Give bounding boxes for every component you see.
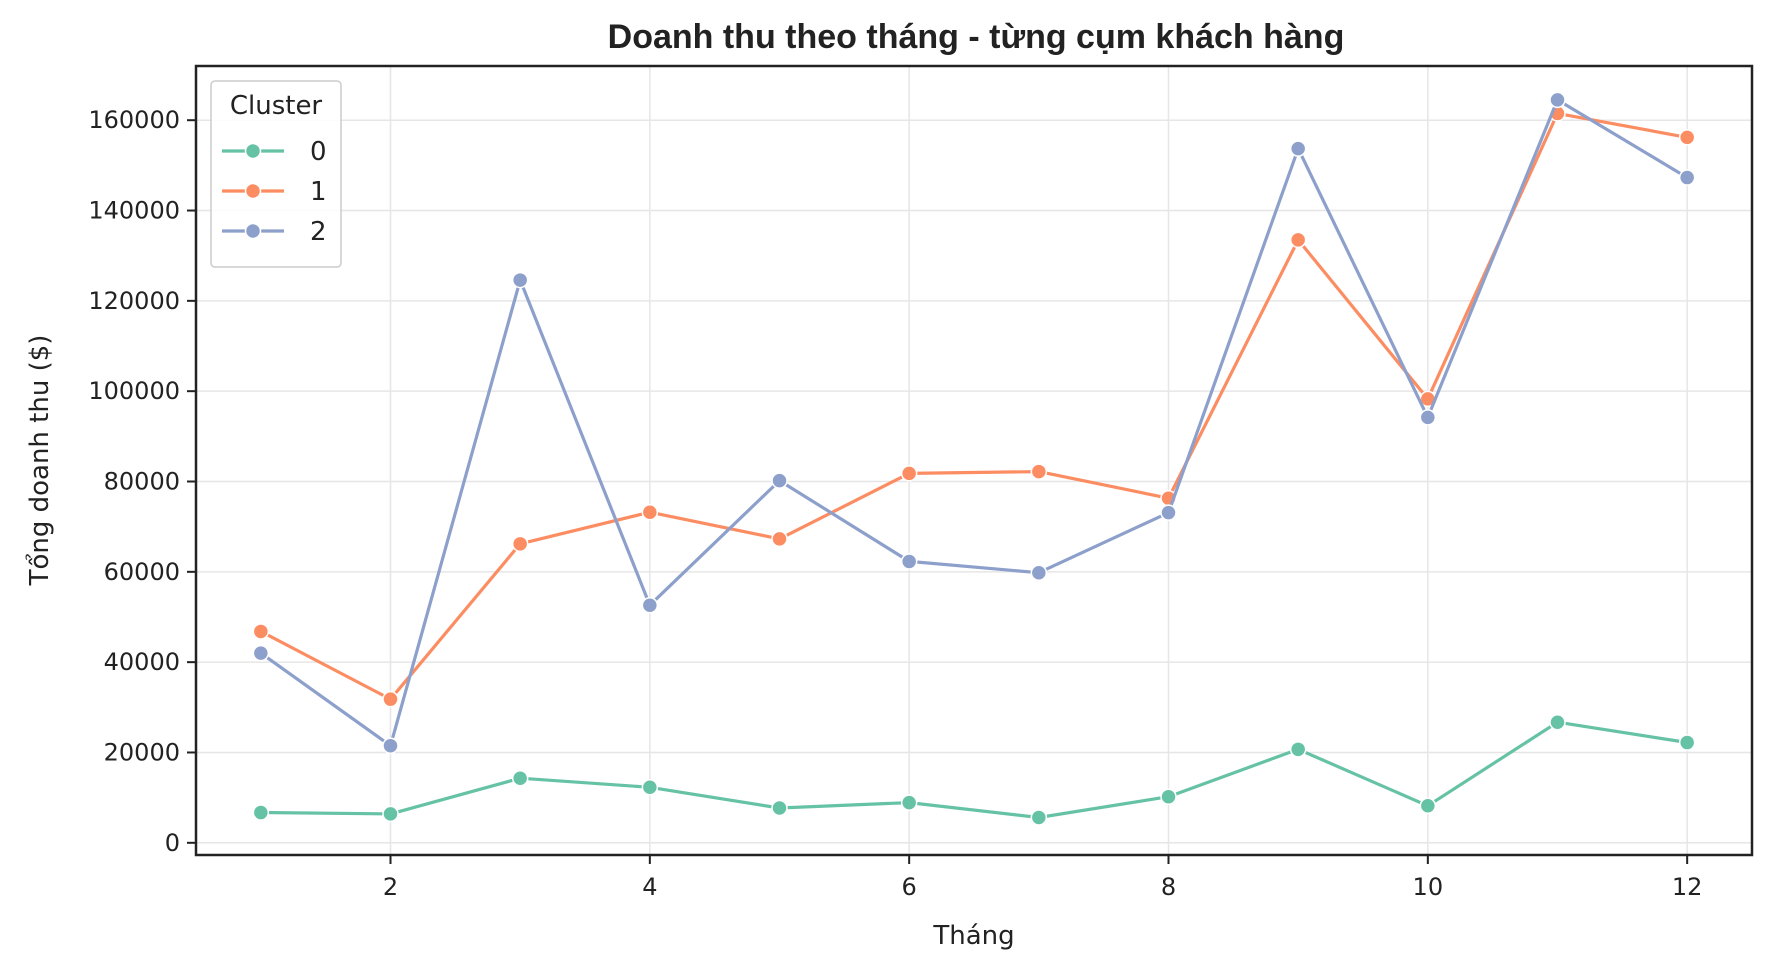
y-axis-label: Tổng doanh thu ($) — [24, 335, 55, 587]
data-point-1 — [1289, 231, 1307, 249]
data-point-2 — [1419, 409, 1437, 426]
x-tick-label: 4 — [642, 873, 657, 901]
data-point-0 — [900, 794, 918, 811]
legend-box — [210, 80, 342, 268]
y-tick-label: 100000 — [88, 377, 180, 405]
data-point-0 — [382, 805, 399, 823]
legend-label: 1 — [310, 177, 327, 207]
series-0 — [252, 713, 1696, 826]
series-1 — [252, 105, 1696, 708]
x-tick-label: 8 — [1161, 873, 1176, 901]
data-point-0 — [1030, 809, 1048, 826]
y-tick-label: 60000 — [104, 558, 180, 586]
data-point-2 — [1289, 140, 1307, 157]
chart-title: Doanh thu theo tháng - từng cụm khách hà… — [608, 18, 1345, 56]
data-point-1 — [1030, 463, 1048, 480]
plot-frame — [194, 64, 1754, 857]
legend-marker — [244, 142, 262, 160]
data-point-2 — [771, 472, 788, 489]
data-point-2 — [511, 271, 529, 289]
axis-ticks: 2 4 6 8 10 1202000040000600008000010000012000… — [88, 106, 1702, 901]
data-point-0 — [1678, 734, 1696, 751]
y-tick-label: 140000 — [88, 197, 180, 225]
data-point-1 — [382, 690, 399, 708]
y-tick-label: 40000 — [104, 648, 180, 676]
x-axis-label: Tháng — [932, 921, 1014, 951]
data-point-1 — [900, 465, 918, 482]
series-line-1 — [259, 111, 1689, 701]
data-point-0 — [252, 804, 270, 821]
series-2 — [252, 91, 1696, 754]
x-tick-label: 6 — [902, 873, 917, 901]
data-point-0 — [641, 779, 659, 796]
legend: Cluster 0 1 2 — [210, 80, 342, 268]
legend-item-1: 1 — [222, 177, 327, 207]
data-point-1 — [771, 530, 788, 548]
data-point-1 — [1678, 129, 1696, 146]
series-line-2 — [259, 98, 1689, 748]
legend-marker — [244, 182, 262, 200]
x-tick-label: 2 — [383, 873, 398, 901]
data-point-2 — [252, 644, 270, 662]
legend-title: Cluster — [230, 91, 323, 121]
data-point-0 — [1289, 741, 1307, 758]
series-layer — [252, 91, 1696, 826]
series-line-0 — [259, 720, 1689, 820]
data-point-1 — [252, 623, 270, 640]
data-point-0 — [1160, 788, 1177, 805]
legend-item-2: 2 — [222, 217, 327, 247]
data-point-2 — [1678, 169, 1696, 186]
data-point-0 — [1419, 797, 1437, 815]
data-point-0 — [511, 769, 529, 787]
legend-marker — [244, 222, 262, 240]
y-tick-label: 120000 — [88, 287, 180, 315]
data-point-2 — [382, 737, 399, 754]
data-point-1 — [641, 503, 659, 521]
data-point-1 — [511, 535, 529, 553]
y-tick-label: 80000 — [104, 468, 180, 496]
x-tick-label: 12 — [1672, 873, 1703, 901]
data-point-0 — [771, 799, 788, 817]
legend-label: 2 — [310, 217, 327, 247]
data-point-2 — [900, 553, 918, 570]
legend-label: 0 — [310, 137, 327, 167]
data-point-2 — [1160, 504, 1177, 521]
data-point-2 — [641, 596, 659, 614]
y-tick-label: 20000 — [104, 738, 180, 766]
data-point-0 — [1549, 713, 1566, 731]
y-tick-label: 0 — [165, 829, 180, 857]
data-point-2 — [1030, 564, 1048, 581]
x-tick-label: 10 — [1413, 873, 1444, 901]
legend-item-0: 0 — [222, 137, 327, 167]
grid — [196, 66, 1752, 855]
data-point-2 — [1549, 91, 1566, 109]
y-tick-label: 160000 — [88, 106, 180, 134]
